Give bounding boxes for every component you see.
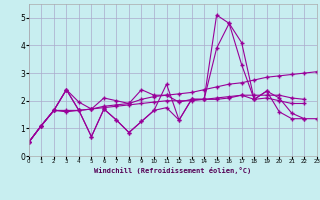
X-axis label: Windchill (Refroidissement éolien,°C): Windchill (Refroidissement éolien,°C)	[94, 167, 252, 174]
